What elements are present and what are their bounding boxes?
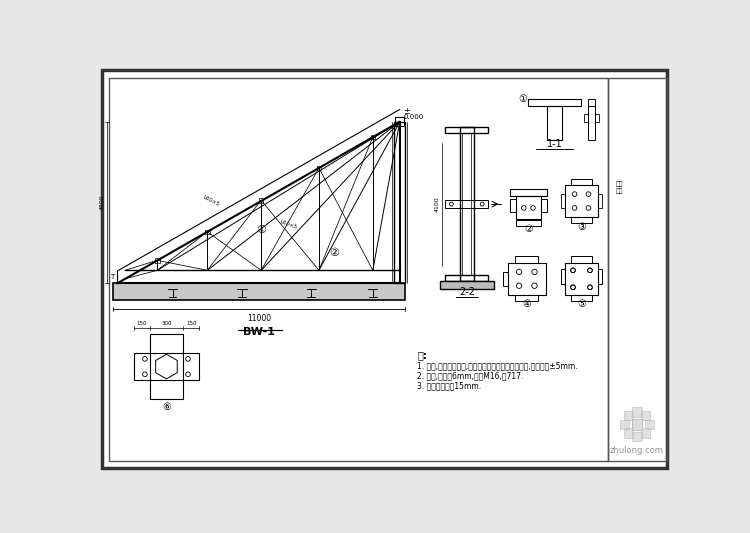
FancyBboxPatch shape xyxy=(641,411,650,420)
Text: 11000: 11000 xyxy=(247,314,271,323)
Bar xyxy=(561,269,566,284)
Bar xyxy=(572,295,592,301)
Bar xyxy=(515,295,538,301)
Bar xyxy=(608,78,667,461)
Text: ②: ② xyxy=(329,248,339,257)
Bar xyxy=(595,114,599,122)
FancyBboxPatch shape xyxy=(645,419,654,429)
Text: ⑤: ⑤ xyxy=(577,300,586,309)
FancyBboxPatch shape xyxy=(620,419,629,429)
Bar xyxy=(515,256,538,263)
Bar xyxy=(503,272,508,286)
Text: ③: ③ xyxy=(577,222,586,231)
FancyBboxPatch shape xyxy=(632,432,641,441)
Bar xyxy=(572,179,592,185)
Bar xyxy=(446,127,488,133)
Bar xyxy=(395,117,404,126)
Bar xyxy=(446,275,488,281)
Bar xyxy=(566,185,598,217)
Bar xyxy=(516,196,541,220)
FancyBboxPatch shape xyxy=(623,429,633,438)
Text: 注:: 注: xyxy=(418,350,428,360)
Bar xyxy=(541,199,547,212)
Text: 300: 300 xyxy=(161,321,172,326)
Bar xyxy=(598,194,602,208)
Text: 焊缝
构造: 焊缝 构造 xyxy=(615,181,622,193)
Text: T: T xyxy=(110,274,115,280)
Text: ②: ② xyxy=(524,224,532,234)
Bar xyxy=(205,230,209,234)
Bar xyxy=(589,99,595,106)
Bar xyxy=(572,217,592,223)
Bar xyxy=(446,200,488,208)
Text: 4500: 4500 xyxy=(99,195,104,211)
Bar xyxy=(370,135,375,140)
Text: zhulong.com: zhulong.com xyxy=(610,446,664,455)
Bar xyxy=(589,106,595,140)
Text: 4100: 4100 xyxy=(435,196,440,212)
Text: ①: ① xyxy=(256,224,266,235)
Bar xyxy=(561,194,566,208)
Bar xyxy=(510,199,516,212)
Bar xyxy=(155,258,160,263)
Bar xyxy=(598,269,602,284)
Text: 2-2: 2-2 xyxy=(459,287,475,297)
Bar xyxy=(528,99,580,106)
FancyBboxPatch shape xyxy=(632,407,641,417)
Bar xyxy=(259,198,263,203)
FancyBboxPatch shape xyxy=(623,411,633,420)
Bar xyxy=(584,114,589,122)
Bar xyxy=(110,78,608,461)
Bar xyxy=(394,122,405,284)
Bar xyxy=(632,419,642,430)
Bar xyxy=(316,166,321,170)
Text: ④: ④ xyxy=(523,300,531,309)
Bar xyxy=(566,263,598,295)
Text: ⑥: ⑥ xyxy=(162,402,171,411)
Text: 2. 连接,加劲板6mm,螺栓M16,共717.: 2. 连接,加劲板6mm,螺栓M16,共717. xyxy=(418,371,524,380)
Text: 150: 150 xyxy=(136,321,147,326)
Text: 3. 钢结构防锈漆15mm.: 3. 钢结构防锈漆15mm. xyxy=(418,381,482,390)
Text: 0.000: 0.000 xyxy=(404,114,424,119)
Text: L60×5: L60×5 xyxy=(202,195,220,207)
Bar xyxy=(112,284,405,301)
Bar xyxy=(508,263,546,295)
Bar xyxy=(134,353,199,381)
Text: 1-1: 1-1 xyxy=(547,139,562,149)
Bar xyxy=(547,106,562,140)
Text: ①: ① xyxy=(518,94,526,104)
Bar xyxy=(149,334,184,399)
FancyBboxPatch shape xyxy=(641,429,650,438)
Text: 1. 钢材,螺栓连接构件,允许偏差应遵照现行规范执行,允许偏差±5mm.: 1. 钢材,螺栓连接构件,允许偏差应遵照现行规范执行,允许偏差±5mm. xyxy=(418,361,578,370)
Bar xyxy=(572,256,592,263)
Bar xyxy=(440,281,494,289)
Text: BW-1: BW-1 xyxy=(243,327,274,337)
Bar xyxy=(516,220,541,225)
Text: L60×5: L60×5 xyxy=(279,220,298,230)
Text: ±: ± xyxy=(404,107,410,116)
Bar xyxy=(460,127,474,281)
Text: 150: 150 xyxy=(186,321,196,326)
Bar xyxy=(510,189,547,196)
